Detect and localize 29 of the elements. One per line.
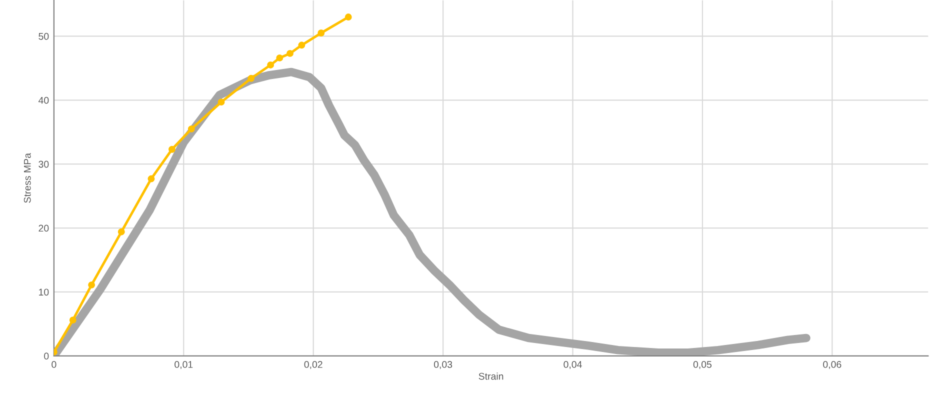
point bbox=[286, 50, 294, 57]
y-tick-label: 0 bbox=[44, 352, 49, 360]
point bbox=[69, 316, 76, 324]
x-tick-label: 0,04 bbox=[564, 361, 582, 370]
point bbox=[218, 98, 225, 106]
x-tick-label: 0,01 bbox=[174, 361, 193, 370]
point bbox=[344, 14, 352, 20]
x-axis-title: Strain bbox=[478, 372, 504, 380]
point bbox=[88, 281, 96, 288]
point bbox=[276, 54, 284, 62]
point bbox=[298, 42, 306, 49]
y-tick-label: 50 bbox=[38, 32, 49, 40]
x-tick-label: 0,03 bbox=[434, 361, 452, 370]
point bbox=[188, 125, 195, 132]
x-tick-label: 0,06 bbox=[823, 361, 842, 370]
point bbox=[168, 146, 176, 153]
x-tick-label: 0,02 bbox=[304, 361, 322, 370]
point bbox=[318, 30, 325, 36]
x-tick-label: 0,05 bbox=[693, 361, 712, 370]
point bbox=[118, 228, 125, 236]
point bbox=[248, 74, 255, 82]
x-tick-label: 0 bbox=[52, 361, 56, 368]
y-tick-label: 40 bbox=[38, 96, 49, 104]
point bbox=[267, 62, 274, 68]
y-axis-title: Stress MPa bbox=[24, 153, 31, 203]
point bbox=[148, 175, 155, 182]
y-tick-label: 30 bbox=[38, 160, 49, 168]
y-tick-label: 10 bbox=[39, 288, 49, 296]
y-tick-label: 20 bbox=[38, 224, 49, 232]
